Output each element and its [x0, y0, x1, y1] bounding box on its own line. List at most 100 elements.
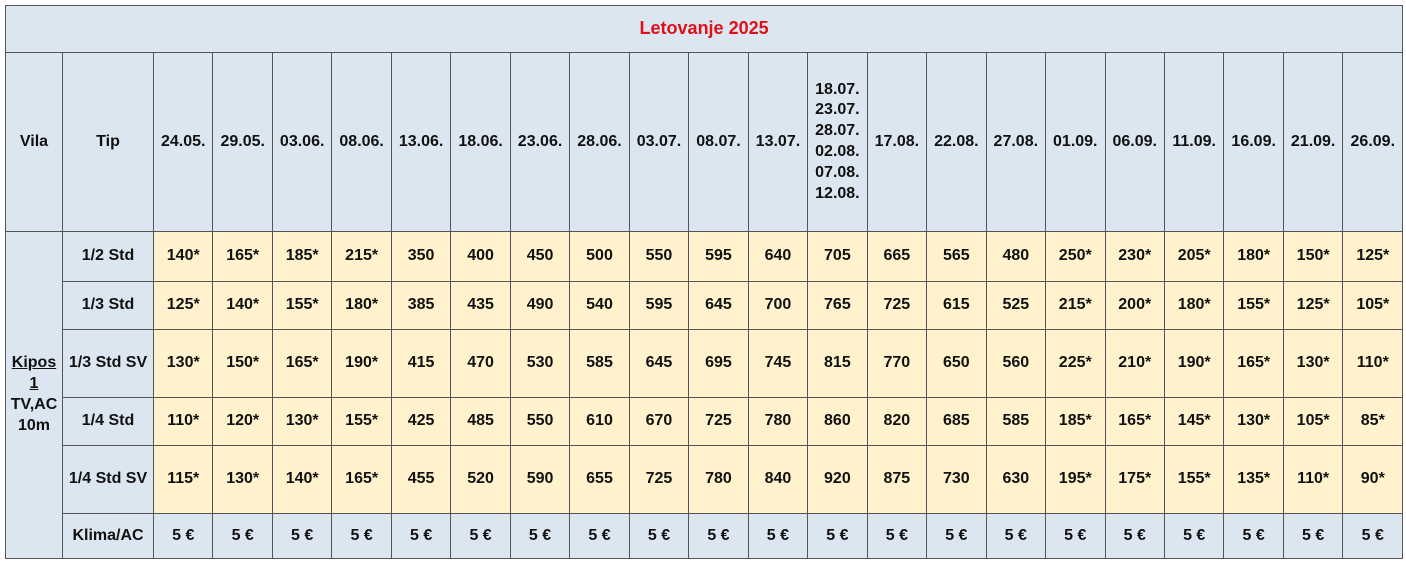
price-cell: 540 [569, 281, 630, 330]
price-cell: 615 [926, 281, 987, 330]
price-cell: 165* [1223, 329, 1284, 398]
price-cell: 5 € [1104, 513, 1165, 559]
price-cell: 400 [450, 231, 511, 282]
header-vila: Vila [5, 52, 63, 232]
price-cell: 585 [569, 329, 630, 398]
price-cell: 125* [152, 281, 214, 330]
price-cell: 520 [450, 445, 511, 514]
price-cell: 185* [1045, 397, 1106, 446]
price-cell: 5 € [212, 513, 273, 559]
price-cell: 165* [1104, 397, 1165, 446]
price-cell: 385 [390, 281, 452, 330]
price-row: 1/4 Std 110* 120* 130* 155* 425 485 550 610 670 72… [6, 397, 1404, 446]
price-cell: 610 [569, 397, 630, 446]
header-row: Vila Tip 24.05. 29.05. 03.06. 08.06. 13.06. 18.… [5, 52, 1404, 232]
price-cell: 640 [747, 231, 809, 282]
tip-cell: 1/2 Std [62, 231, 154, 282]
price-cell: 155* [331, 397, 392, 446]
price-cell: 490 [509, 281, 571, 330]
price-cell: 165* [331, 445, 392, 514]
vila-details: TV,AC 10m [10, 396, 58, 434]
price-cell: 700 [747, 281, 809, 330]
price-cell: 725 [628, 445, 690, 514]
price-cell: 5 € [747, 513, 809, 559]
price-cell: 130* [271, 397, 333, 446]
price-cell: 425 [390, 397, 452, 446]
price-cell: 5 € [1163, 513, 1225, 559]
price-row: 1/3 Std SV 130* 150* 165* 190* 415 470 530 585 64… [6, 329, 1404, 398]
tip-cell: Klima/AC [62, 513, 154, 559]
tip-cell: 1/3 Std SV [62, 329, 154, 398]
header-date: 29.05. [212, 52, 273, 232]
price-cell: 135* [1223, 445, 1284, 514]
price-cell: 130* [1223, 397, 1284, 446]
price-cell: 125* [1342, 231, 1404, 282]
price-cell: 215* [331, 231, 392, 282]
tip-cell: 1/3 Std [62, 281, 154, 330]
price-cell: 130* [152, 329, 214, 398]
price-row: Kipos 1 TV,AC 10m 1/2 Std 140* 165* 185* 215* 3… [5, 231, 1404, 559]
price-cell: 5 € [1045, 513, 1106, 559]
price-cell: 125* [1282, 281, 1344, 330]
price-cell: 5 € [866, 513, 928, 559]
header-date: 01.09. [1045, 52, 1106, 232]
price-cell: 815 [807, 329, 868, 398]
price-cell: 150* [1282, 231, 1344, 282]
header-date: 26.09. [1342, 52, 1404, 232]
price-cell: 450 [509, 231, 571, 282]
price-cell: 550 [628, 231, 690, 282]
price-cell: 225* [1045, 329, 1106, 398]
price-cell: 585 [985, 397, 1047, 446]
price-cell: 250* [1045, 231, 1106, 282]
price-cell: 5 € [1282, 513, 1344, 559]
price-cell: 110* [1282, 445, 1344, 514]
header-date: 18.06. [450, 52, 511, 232]
price-cell: 765 [807, 281, 868, 330]
price-cell: 5 € [628, 513, 690, 559]
header-date: 08.07. [688, 52, 749, 232]
price-row: 1/3 Std 125* 140* 155* 180* 385 435 490 540 595 64… [6, 281, 1404, 330]
price-cell: 350 [390, 231, 452, 282]
price-cell: 195* [1045, 445, 1106, 514]
price-cell: 485 [450, 397, 511, 446]
price-cell: 5 € [271, 513, 333, 559]
price-cell: 550 [509, 397, 571, 446]
price-cell: 210* [1104, 329, 1165, 398]
price-cell: 140* [271, 445, 333, 514]
price-cell: 180* [331, 281, 392, 330]
header-date: 06.09. [1104, 52, 1165, 232]
price-cell: 200* [1104, 281, 1165, 330]
header-date: 23.06. [509, 52, 571, 232]
price-cell: 165* [212, 231, 273, 282]
price-cell: 130* [1282, 329, 1344, 398]
price-row: Klima/AC 5 €5 €5 €5 €5 €5 €5 €5 €5 €5 €5 … [6, 513, 1404, 559]
price-cell: 5 € [390, 513, 452, 559]
price-cell: 920 [807, 445, 868, 514]
price-cell: 90* [1342, 445, 1404, 514]
tip-label: 1/3 Std SV [68, 354, 148, 372]
price-cell: 5 € [450, 513, 511, 559]
title-row: Letovanje 2025 [4, 5, 1404, 53]
price-cell: 5 € [569, 513, 630, 559]
price-cell: 140* [212, 281, 273, 330]
header-date: 16.09. [1223, 52, 1284, 232]
header-date: 03.06. [271, 52, 333, 232]
price-cell: 875 [866, 445, 928, 514]
price-cell: 5 € [985, 513, 1047, 559]
price-cell: 820 [866, 397, 928, 446]
price-cell: 665 [866, 231, 928, 282]
tip-label: 1/4 Std SV [68, 470, 148, 488]
price-cell: 455 [390, 445, 452, 514]
header-date: 03.07. [628, 52, 690, 232]
price-cell: 565 [926, 231, 987, 282]
price-row: 1/4 Std SV 115* 130* 140* 165* 455 520 590 655 72… [6, 445, 1404, 514]
header-date: 27.08. [985, 52, 1047, 232]
price-cell: 780 [688, 445, 749, 514]
price-cell: 5 € [331, 513, 392, 559]
price-cell: 480 [985, 231, 1047, 282]
price-cell: 5 € [1342, 513, 1404, 559]
price-cell: 115* [152, 445, 214, 514]
tip-label: Klima/AC [72, 526, 144, 544]
price-cell: 650 [926, 329, 987, 398]
